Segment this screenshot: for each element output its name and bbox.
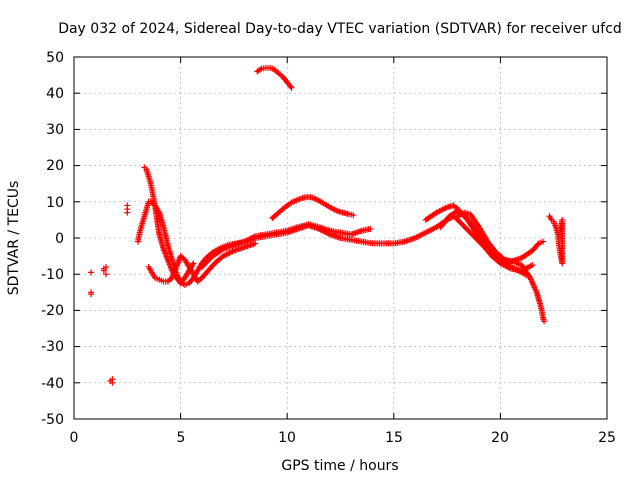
y-tick-label: 30 <box>46 122 64 138</box>
data-point <box>88 291 95 298</box>
y-tick-label: -30 <box>41 339 64 355</box>
data-point <box>534 241 541 248</box>
data-point <box>102 263 109 270</box>
data-point <box>287 83 294 90</box>
data-point <box>88 269 95 276</box>
data-point <box>252 240 259 247</box>
data-point <box>529 262 536 269</box>
y-tick-label: 0 <box>55 231 64 247</box>
y-axis-label: SDTVAR / TECUs <box>6 181 22 296</box>
x-tick-label: 15 <box>385 430 403 446</box>
data-point <box>124 209 131 216</box>
y-tick-label: -20 <box>41 303 64 319</box>
data-point <box>559 216 566 223</box>
y-tick-label: 10 <box>46 195 64 211</box>
data-point <box>109 376 116 383</box>
x-tick-label: 25 <box>598 430 616 446</box>
data-point <box>541 318 548 325</box>
data-point <box>190 260 197 267</box>
y-tick-label: -10 <box>41 267 64 283</box>
y-tick-label: 50 <box>46 50 64 66</box>
x-tick-labels: 0 5 10 15 20 25 <box>70 430 616 446</box>
data-point <box>367 225 374 232</box>
data-point <box>100 267 107 274</box>
y-tick-label: 20 <box>46 158 64 174</box>
x-tick-label: 0 <box>70 430 79 446</box>
x-axis-label: GPS time / hours <box>281 458 398 474</box>
x-tick-label: 20 <box>491 430 509 446</box>
data-point <box>540 238 547 245</box>
data-point <box>124 202 131 209</box>
data-point <box>102 271 109 278</box>
data-point <box>350 212 357 219</box>
y-tick-labels: 50 40 30 20 10 0 -10 -20 -30 -40 -50 <box>41 50 64 428</box>
axis-ticks <box>73 56 608 420</box>
data-point <box>288 84 295 91</box>
y-tick-label: -40 <box>41 376 64 392</box>
data-points <box>88 64 566 386</box>
y-tick-label: -50 <box>41 412 64 428</box>
chart-title: Day 032 of 2024, Sidereal Day-to-day VTE… <box>58 21 622 37</box>
x-tick-label: 10 <box>278 430 296 446</box>
y-tick-label: 40 <box>46 86 64 102</box>
x-tick-label: 5 <box>177 430 186 446</box>
